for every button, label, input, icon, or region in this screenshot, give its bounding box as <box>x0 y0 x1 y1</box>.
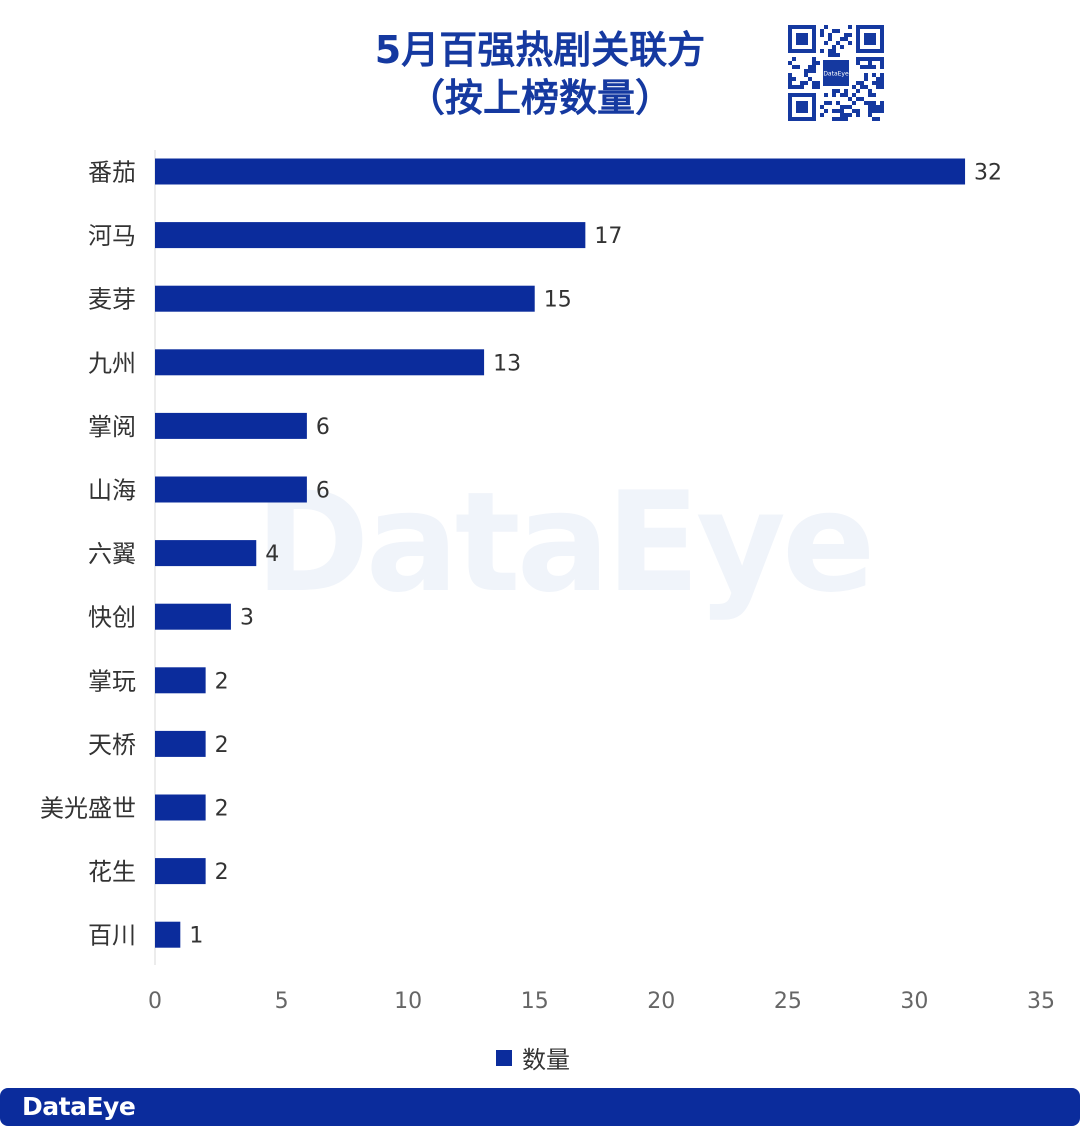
chart-title-line-2: （按上榜数量） <box>406 76 673 120</box>
category-label: 山海 <box>88 477 136 505</box>
x-tick-label: 20 <box>647 989 675 1014</box>
legend-swatch <box>496 1049 512 1066</box>
bar <box>155 476 307 503</box>
bar <box>155 540 257 567</box>
category-label: 掌玩 <box>88 667 136 695</box>
category-label: 花生 <box>88 858 136 886</box>
data-label: 3 <box>240 606 254 631</box>
bar <box>155 412 307 439</box>
footer-bar: DataEye <box>0 1088 1080 1126</box>
data-label: 4 <box>265 542 279 567</box>
data-label: 6 <box>316 415 330 440</box>
data-label: 1 <box>189 924 203 949</box>
data-label: 17 <box>594 224 622 249</box>
data-label: 2 <box>215 669 229 694</box>
bar <box>155 603 231 630</box>
qr-code-icon: DataEye <box>788 25 884 121</box>
category-label: 掌阅 <box>88 413 136 441</box>
bar <box>155 158 966 185</box>
category-label: 百川 <box>88 922 136 950</box>
svg-text:DataEye: DataEye <box>823 71 849 78</box>
bar <box>155 222 586 249</box>
x-tick-label: 15 <box>521 989 549 1014</box>
category-label: 快创 <box>88 604 136 632</box>
legend-label: 数量 <box>522 1046 570 1074</box>
chart-title-line-1: 5月百强热剧关联方 <box>374 28 706 72</box>
category-label: 美光盛世 <box>40 795 136 823</box>
bar <box>155 285 535 312</box>
x-tick-label: 30 <box>900 989 928 1014</box>
footer-brand-logo: DataEye <box>22 1092 136 1121</box>
bar <box>155 730 206 757</box>
data-label: 2 <box>215 797 229 822</box>
category-label: 河马 <box>88 222 136 250</box>
category-label: 番茄 <box>88 159 136 187</box>
x-tick-label: 5 <box>275 989 289 1014</box>
category-label: 九州 <box>88 349 136 377</box>
x-tick-label: 35 <box>1027 989 1055 1014</box>
data-label: 2 <box>215 860 229 885</box>
legend: 数量 <box>496 1040 570 1075</box>
data-label: 13 <box>493 351 521 376</box>
x-tick-label: 25 <box>774 989 802 1014</box>
category-label: 六翼 <box>88 540 136 568</box>
category-label: 天桥 <box>88 731 136 759</box>
data-label: 32 <box>974 161 1002 186</box>
category-label: 麦芽 <box>88 286 136 314</box>
bar <box>155 349 485 376</box>
data-label: 15 <box>544 288 572 313</box>
bar <box>155 667 206 694</box>
data-label: 2 <box>215 733 229 758</box>
data-label: 6 <box>316 479 330 504</box>
bar <box>155 858 206 885</box>
bar <box>155 921 181 948</box>
x-tick-label: 10 <box>394 989 422 1014</box>
x-tick-label: 0 <box>148 989 162 1014</box>
bar <box>155 794 206 821</box>
